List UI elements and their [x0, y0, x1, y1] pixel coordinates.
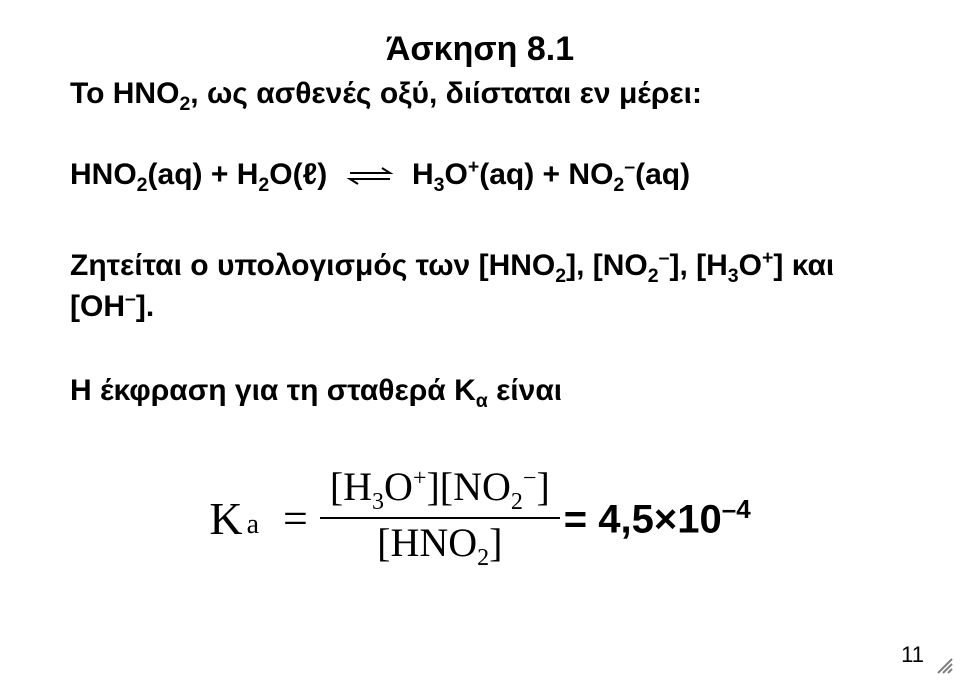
req-sub2: 2	[648, 265, 659, 287]
intro-sub: 2	[179, 93, 190, 115]
num-open: [H	[330, 464, 372, 509]
req-sup3: +	[762, 247, 773, 269]
req-sup4: –	[125, 288, 136, 310]
result-exp: –4	[722, 494, 751, 524]
formula-fraction: [H3O+][NO2−] [HNO2]	[320, 463, 560, 574]
den-close: ]	[489, 520, 502, 565]
intro-pre: Το ΗΝΟ	[70, 77, 179, 110]
eq-rhs2-state: (aq)	[635, 158, 690, 191]
req-pre: Ζητείται ο υπολογισμός των [ΗΝΟ	[70, 249, 555, 282]
ka-sub: α	[476, 390, 488, 412]
eq-lhs2b: Ο(ℓ)	[269, 158, 327, 191]
req-sup2: –	[659, 247, 670, 269]
num-close2: ]	[536, 464, 549, 509]
ka-pre: Η έκφραση για τη σταθερά Κ	[70, 374, 476, 407]
formula-denominator: [HNO2]	[367, 519, 512, 573]
num-sup2: −	[523, 466, 537, 492]
result-eq: =	[564, 498, 598, 542]
ka-post: είναι	[488, 374, 562, 407]
formula-K: Κ	[209, 492, 242, 545]
eq-rhs1b: Ο	[444, 158, 467, 191]
formula-result: = 4,5×10–4	[564, 494, 751, 542]
eq-lhs2-sub: 2	[258, 174, 269, 196]
resize-corner-icon	[932, 653, 954, 680]
dissociation-equation: ΗΝΟ2(aq) + Η2Ο(ℓ) Η3Ο+(aq) + ΝΟ2–(aq)	[70, 156, 890, 197]
num-close1: ][NO	[426, 464, 510, 509]
eq-rhs1: Η	[412, 158, 434, 191]
eq-rhs1-sub: 3	[434, 174, 445, 196]
req-mid2: ], [Η	[669, 249, 727, 282]
eq-rhs1-sup: +	[468, 156, 479, 178]
req-mid3: Ο	[739, 249, 762, 282]
den-sub: 2	[477, 545, 489, 571]
exercise-title: Άσκηση 8.1	[70, 30, 890, 69]
page-number: 11	[901, 642, 924, 668]
eq-lhs1-state: (aq)	[148, 158, 203, 191]
eq-rhs2: ΝΟ	[568, 158, 613, 191]
result-times: ×	[654, 498, 677, 542]
eq-rhs1-state: (aq)	[479, 158, 534, 191]
result-base: 10	[677, 498, 722, 542]
formula-K-sub: a	[247, 509, 259, 541]
num-sup1: +	[413, 466, 427, 492]
req-sub1: 2	[555, 265, 566, 287]
eq-lhs2: Η	[237, 158, 259, 191]
req-post: ].	[136, 290, 154, 323]
request-line: Ζητείται ο υπολογισμός των [ΗΝΟ2], [ΝΟ2–…	[70, 247, 890, 324]
eq-lhs1-sub: 2	[137, 174, 148, 196]
eq-lhs1: ΗΝΟ	[70, 158, 137, 191]
formula-lhs: Κa	[209, 492, 259, 545]
eq-plus2: +	[534, 158, 568, 191]
req-mid1: ], [ΝΟ	[566, 249, 648, 282]
den-open: [HNO	[377, 520, 477, 565]
result-val: 4,5	[598, 498, 654, 542]
req-sub3: 3	[728, 265, 739, 287]
ka-statement: Η έκφραση για τη σταθερά Κα είναι	[70, 374, 890, 413]
formula-numerator: [H3O+][NO2−]	[320, 463, 560, 517]
eq-rhs2-sup: –	[624, 156, 635, 178]
num-mid1: O	[384, 464, 413, 509]
num-sub1: 3	[372, 489, 384, 515]
ka-formula: Κa = [H3O+][NO2−] [HNO2] = 4,5×10–4	[70, 463, 890, 574]
num-sub2: 2	[511, 489, 523, 515]
eq-rhs2-sub: 2	[613, 174, 624, 196]
formula-equals: =	[283, 493, 308, 544]
slide-page: Άσκηση 8.1 Το ΗΝΟ2, ως ασθενές οξύ, διίσ…	[0, 0, 960, 686]
intro-line: Το ΗΝΟ2, ως ασθενές οξύ, διίσταται εν μέ…	[70, 77, 890, 116]
eq-plus1: +	[203, 158, 237, 191]
intro-post: , ως ασθενές οξύ, διίσταται εν μέρει:	[190, 77, 702, 110]
equilibrium-arrow-icon	[346, 165, 394, 187]
